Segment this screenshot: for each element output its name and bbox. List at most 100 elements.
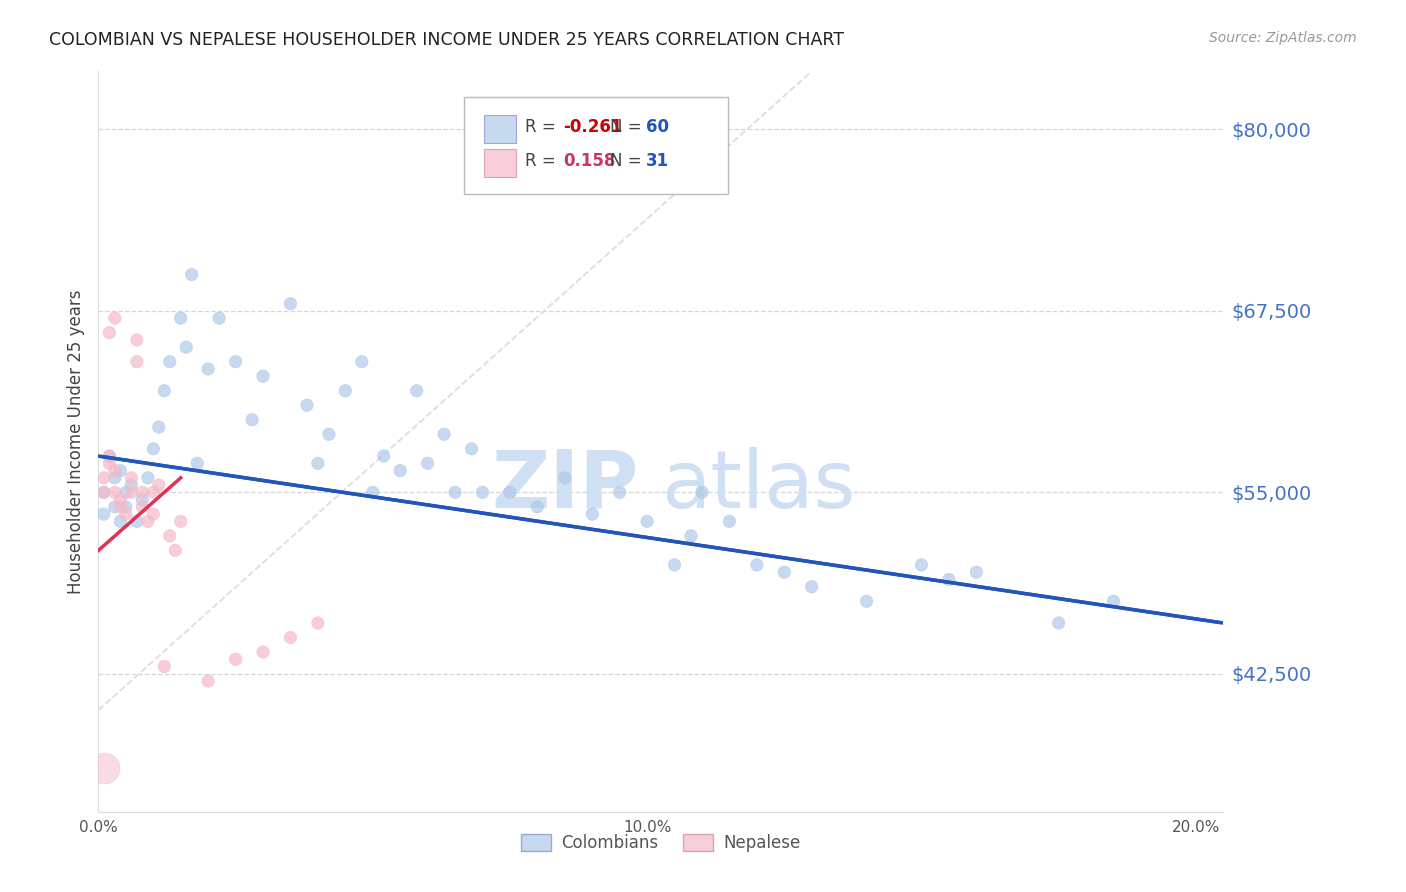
Point	[280, 296, 302, 310]
Point	[186, 456, 208, 470]
Text: 0.158: 0.158	[562, 152, 616, 170]
Point	[389, 464, 412, 478]
Point	[295, 398, 318, 412]
Point	[965, 565, 987, 579]
Point	[98, 326, 121, 340]
Point	[110, 500, 132, 514]
Bar	[484, 115, 516, 144]
Point	[252, 369, 274, 384]
Point	[460, 442, 482, 456]
Point	[104, 500, 127, 514]
Point	[910, 558, 932, 572]
Point	[197, 362, 219, 376]
Point	[718, 515, 741, 529]
Point	[93, 485, 115, 500]
Point	[307, 456, 329, 470]
Point	[148, 478, 170, 492]
Point	[373, 449, 395, 463]
Point	[110, 464, 132, 478]
Point	[208, 311, 231, 326]
Point	[110, 515, 132, 529]
Point	[120, 485, 142, 500]
Point	[98, 456, 121, 470]
Point	[98, 449, 121, 463]
Point	[225, 652, 247, 666]
Text: N =: N =	[610, 118, 647, 136]
Point	[554, 471, 576, 485]
Point	[609, 485, 631, 500]
Text: 31: 31	[647, 152, 669, 170]
Point	[120, 471, 142, 485]
Point	[125, 515, 148, 529]
Point	[471, 485, 494, 500]
Point	[93, 761, 115, 775]
Point	[165, 543, 187, 558]
Point	[148, 420, 170, 434]
Point	[745, 558, 768, 572]
Point	[350, 354, 373, 368]
Point	[115, 507, 138, 521]
Point	[361, 485, 384, 500]
Point	[115, 500, 138, 514]
Point	[142, 442, 165, 456]
Point	[104, 311, 127, 326]
Point	[93, 507, 115, 521]
Point	[679, 529, 702, 543]
Point	[120, 478, 142, 492]
Point	[159, 354, 181, 368]
Text: ZIP: ZIP	[491, 447, 638, 525]
Point	[690, 485, 713, 500]
Point	[170, 515, 193, 529]
Point	[159, 529, 181, 543]
Point	[335, 384, 357, 398]
Text: N =: N =	[610, 152, 647, 170]
Point	[773, 565, 796, 579]
Point	[131, 500, 153, 514]
Text: R =: R =	[524, 118, 561, 136]
Point	[104, 471, 127, 485]
Point	[240, 413, 263, 427]
Point	[142, 507, 165, 521]
Point	[405, 384, 427, 398]
Point	[180, 268, 202, 282]
Point	[136, 471, 159, 485]
Y-axis label: Householder Income Under 25 years: Householder Income Under 25 years	[66, 289, 84, 594]
Point	[98, 449, 121, 463]
Point	[280, 631, 302, 645]
Point	[104, 485, 127, 500]
Legend: Colombians, Nepalese: Colombians, Nepalese	[515, 828, 807, 859]
Text: R =: R =	[524, 152, 561, 170]
Point	[93, 485, 115, 500]
Point	[125, 333, 148, 347]
Point	[170, 311, 193, 326]
Text: atlas: atlas	[661, 447, 855, 525]
Point	[252, 645, 274, 659]
Point	[581, 507, 603, 521]
Point	[938, 573, 960, 587]
Point	[800, 580, 823, 594]
Text: Source: ZipAtlas.com: Source: ZipAtlas.com	[1209, 31, 1357, 45]
FancyBboxPatch shape	[464, 97, 728, 194]
Point	[1047, 615, 1070, 630]
Point	[131, 492, 153, 507]
Point	[636, 515, 658, 529]
Point	[136, 515, 159, 529]
Point	[110, 492, 132, 507]
Point	[318, 427, 340, 442]
Point	[499, 485, 522, 500]
Point	[1102, 594, 1125, 608]
Point	[526, 500, 548, 514]
Point	[125, 354, 148, 368]
Point	[664, 558, 686, 572]
Point	[444, 485, 467, 500]
Point	[225, 354, 247, 368]
Point	[174, 340, 197, 354]
Point	[153, 659, 176, 673]
Point	[433, 427, 456, 442]
Point	[142, 485, 165, 500]
Point	[131, 485, 153, 500]
Point	[115, 485, 138, 500]
Point	[855, 594, 877, 608]
Point	[416, 456, 439, 470]
Point	[104, 464, 127, 478]
